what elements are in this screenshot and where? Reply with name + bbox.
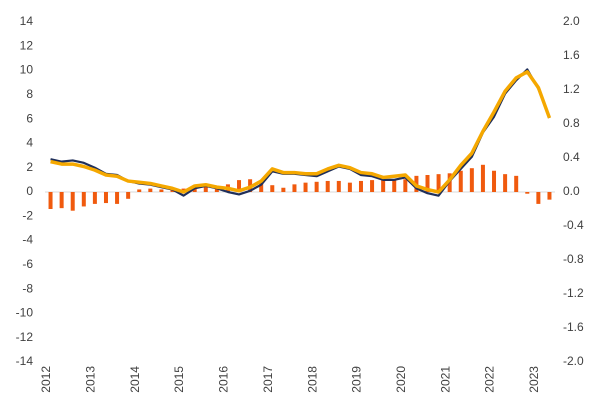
x-tick-label: 2019: [350, 366, 364, 393]
bar: [347, 182, 352, 192]
bar: [270, 185, 275, 192]
bar: [436, 174, 441, 192]
y2-tick-label: 1.6: [563, 48, 580, 62]
y2-tick-label: -1.2: [563, 286, 584, 300]
bar: [370, 180, 375, 192]
y2-tick-label: -2.0: [563, 354, 584, 368]
y-tick-label: 2: [26, 160, 33, 174]
bar: [536, 192, 541, 204]
y-tick-label: 4: [26, 136, 33, 150]
bar: [259, 181, 264, 192]
bar: [292, 184, 297, 192]
bar: [281, 187, 286, 192]
bar: [425, 175, 430, 192]
bar: [458, 170, 463, 192]
bar: [115, 192, 120, 204]
line: [50, 70, 552, 194]
x-tick-label: 2015: [172, 366, 186, 393]
y-tick-label: 8: [26, 87, 33, 101]
x-tick-label: 2021: [438, 366, 452, 393]
bar: [137, 189, 142, 192]
y-tick-label: -4: [22, 233, 33, 247]
bar: [358, 180, 363, 192]
bar: [525, 192, 530, 194]
bar: [325, 180, 330, 192]
y-tick-label: -10: [16, 306, 34, 320]
bar: [547, 192, 552, 200]
bar: [381, 180, 386, 192]
x-tick-label: 2014: [128, 366, 142, 393]
x-tick-label: 2013: [84, 366, 98, 393]
line: [50, 68, 551, 197]
bar: [59, 192, 64, 209]
x-tick-label: 2012: [39, 366, 53, 393]
bar: [148, 188, 153, 192]
bar: [70, 192, 75, 211]
bar: [159, 189, 164, 192]
y-tick-label: -6: [22, 257, 33, 271]
x-tick-label: 2020: [394, 366, 408, 393]
y-tick-label: 12: [20, 38, 34, 52]
x-tick-label: 2022: [483, 366, 497, 393]
bar: [392, 180, 397, 192]
bar: [203, 186, 208, 192]
y-tick-label: -12: [16, 330, 34, 344]
y2-tick-label: 1.2: [563, 82, 580, 96]
y2-tick-label: 2.0: [563, 14, 580, 28]
bar: [92, 192, 97, 204]
y-tick-label: -8: [22, 281, 33, 295]
bar: [237, 180, 242, 192]
y2-tick-label: -1.6: [563, 320, 584, 334]
y2-tick-label: -0.8: [563, 252, 584, 266]
bar: [503, 174, 508, 192]
x-tick-label: 2017: [261, 366, 275, 393]
x-tick-label: 2023: [527, 366, 541, 393]
bar: [492, 170, 497, 192]
y-tick-label: 0: [26, 184, 33, 198]
y-tick-label: 14: [20, 14, 34, 28]
y-tick-label: -14: [16, 354, 34, 368]
y2-tick-label: 0.4: [563, 150, 580, 164]
bar: [336, 180, 341, 192]
bar: [303, 182, 308, 192]
y-tick-label: 6: [26, 111, 33, 125]
bar: [126, 192, 131, 199]
bar: [103, 192, 108, 204]
x-tick-label: 2018: [305, 366, 319, 393]
y2-tick-label: -0.4: [563, 218, 584, 232]
bar: [314, 181, 319, 192]
bar: [469, 168, 474, 192]
y2-tick-label: 0.0: [563, 184, 580, 198]
bar: [480, 164, 485, 192]
y-tick-label: 10: [20, 63, 34, 77]
x-tick-label: 2016: [217, 366, 231, 393]
y2-tick-label: 0.8: [563, 116, 580, 130]
bar: [403, 179, 408, 192]
bar: [514, 175, 519, 192]
bar: [81, 192, 86, 207]
y-tick-label: -2: [22, 208, 33, 222]
bar: [48, 192, 53, 209]
